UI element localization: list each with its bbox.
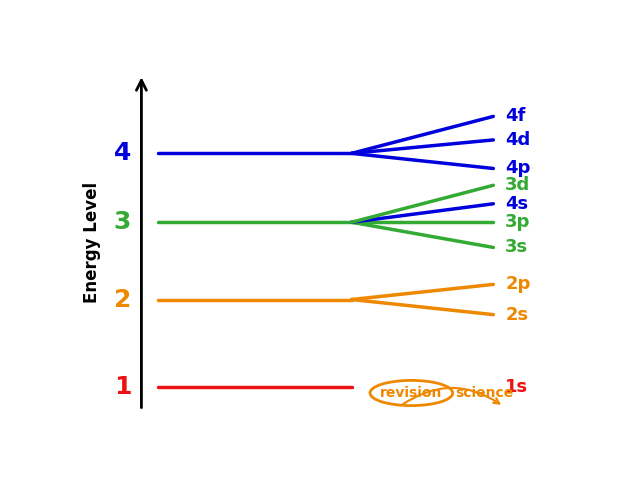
Text: 1s: 1s xyxy=(505,378,528,396)
Text: revision: revision xyxy=(380,386,443,400)
Text: 2: 2 xyxy=(114,288,131,312)
Text: science: science xyxy=(456,386,514,400)
Text: 4s: 4s xyxy=(505,195,528,213)
Text: 1: 1 xyxy=(114,375,131,399)
Text: 4p: 4p xyxy=(505,159,531,178)
Text: 3p: 3p xyxy=(505,213,531,231)
Text: 2s: 2s xyxy=(505,306,528,324)
Text: 4d: 4d xyxy=(505,131,531,149)
Text: 3s: 3s xyxy=(505,239,528,256)
Text: Energy Level: Energy Level xyxy=(83,182,101,303)
Text: 4: 4 xyxy=(114,141,131,165)
Text: 3: 3 xyxy=(114,210,131,234)
Text: 3d: 3d xyxy=(505,176,531,194)
Text: 2p: 2p xyxy=(505,276,531,293)
Text: 4f: 4f xyxy=(505,108,525,125)
